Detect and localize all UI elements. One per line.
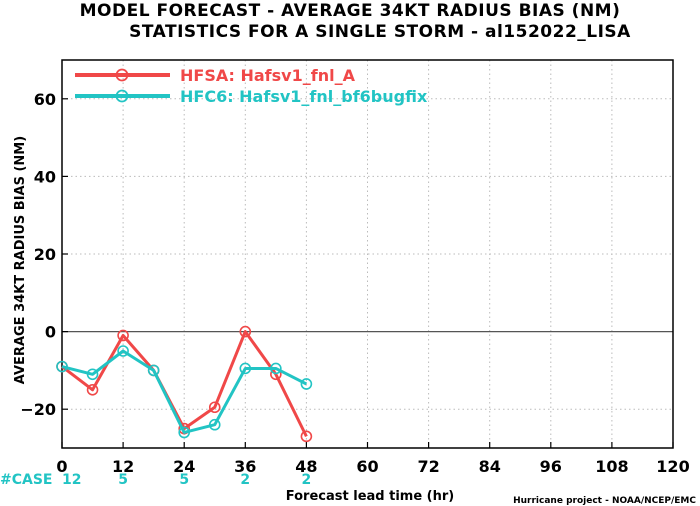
series-line-1 xyxy=(61,330,308,438)
y-tick-label: 40 xyxy=(34,167,56,186)
y-tick-label: 0 xyxy=(45,323,56,342)
grid-lines xyxy=(62,60,673,448)
x-axis-ticks: 0 12 24 36 48 60 72 84 96 108 120 xyxy=(56,442,690,476)
legend-marker-2 xyxy=(115,89,129,103)
series-2-point xyxy=(270,362,282,375)
case-count: 5 xyxy=(179,472,189,488)
series-2-point xyxy=(117,345,129,357)
x-axis-label: Forecast lead time (hr) xyxy=(286,489,454,504)
series-line-2 xyxy=(61,349,308,434)
series-1-point xyxy=(208,401,221,414)
x-tick-label: 108 xyxy=(595,457,628,476)
series-2-point xyxy=(56,360,68,373)
x-tick-label: 48 xyxy=(295,457,317,476)
case-count: 2 xyxy=(240,472,250,488)
series-2-point xyxy=(208,418,221,431)
y-axis-label: AVERAGE 34KT RADIUS BIAS (NM) xyxy=(13,136,28,384)
series-1-point xyxy=(86,383,99,396)
y-tick-label: 60 xyxy=(34,90,56,109)
y-tick-label: −20 xyxy=(20,400,56,419)
series-1-point xyxy=(117,329,129,342)
legend: HFSA: Hafsv1_fnl_A HFC6: Hafsv1_fnl_bf6bu… xyxy=(75,66,428,106)
y-axis-ticks: −20 0 20 40 60 xyxy=(20,90,68,419)
x-tick-label: 84 xyxy=(479,457,501,476)
case-count: 12 xyxy=(62,472,81,488)
x-tick-label: 36 xyxy=(234,457,256,476)
x-tick-label: 0 xyxy=(56,457,67,476)
x-tick-label: 72 xyxy=(417,457,439,476)
chart-subtitle: STATISTICS FOR A SINGLE STORM - al152022… xyxy=(129,22,631,42)
x-tick-label: 60 xyxy=(356,457,378,476)
chart-title: MODEL FORECAST - AVERAGE 34KT RADIUS BIA… xyxy=(80,1,621,21)
x-tick-label: 24 xyxy=(173,457,195,476)
case-label: #CASE xyxy=(0,472,53,488)
case-count: 5 xyxy=(118,472,128,488)
x-tick-label: 96 xyxy=(540,457,562,476)
series-layer xyxy=(56,325,313,443)
y-tick-label: 20 xyxy=(34,245,56,264)
series-1-point xyxy=(239,325,252,338)
legend-marker-1 xyxy=(115,68,129,82)
series-2-point xyxy=(239,362,252,375)
case-count: 2 xyxy=(302,472,312,488)
series-2-point xyxy=(147,364,160,377)
legend-label-2: HFC6: Hafsv1_fnl_bf6bugfix xyxy=(180,87,428,106)
series-2-point xyxy=(300,378,313,390)
credit-text: Hurricane project - NOAA/NCEP/EMC xyxy=(513,496,696,506)
x-tick-label: 120 xyxy=(656,457,689,476)
legend-label-1: HFSA: Hafsv1_fnl_A xyxy=(180,66,356,85)
series-1-point xyxy=(300,430,313,443)
series-2-point xyxy=(178,426,190,439)
case-counts: #CASE 12 5 5 2 2 xyxy=(0,472,311,488)
x-tick-label: 12 xyxy=(112,457,134,476)
series-2-point xyxy=(86,368,99,381)
